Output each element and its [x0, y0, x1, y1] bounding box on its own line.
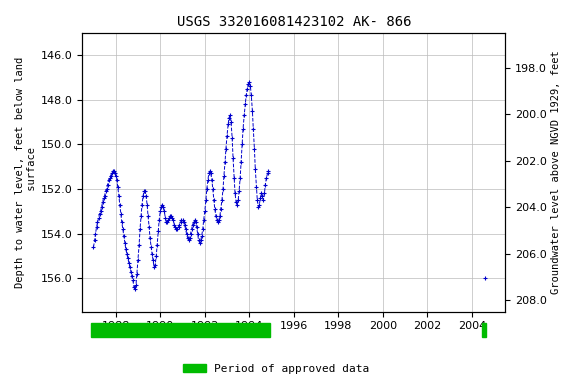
Y-axis label: Depth to water level, feet below land
 surface: Depth to water level, feet below land su… — [15, 57, 37, 288]
Title: USGS 332016081423102 AK- 866: USGS 332016081423102 AK- 866 — [177, 15, 411, 29]
Y-axis label: Groundwater level above NGVD 1929, feet: Groundwater level above NGVD 1929, feet — [551, 50, 561, 294]
Legend: Period of approved data: Period of approved data — [179, 359, 374, 379]
Bar — [482, 323, 486, 337]
Bar — [91, 323, 270, 337]
